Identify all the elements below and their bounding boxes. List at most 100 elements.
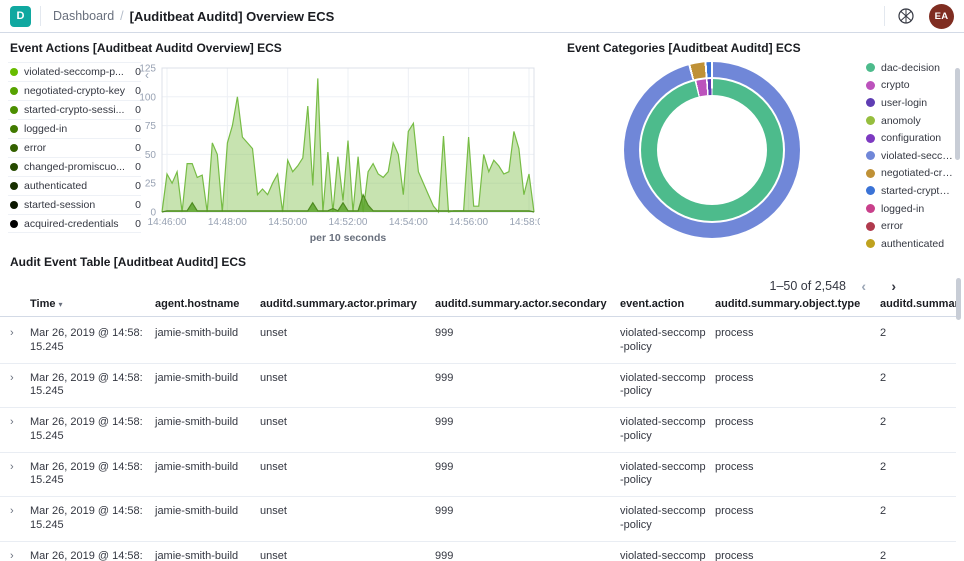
legend-dot: [10, 182, 18, 190]
column-header-auditd-summary-object-type[interactable]: auditd.summary.object.type: [715, 298, 861, 310]
column-header-auditd-summary[interactable]: auditd.summary: [880, 298, 956, 310]
legend-value: 0: [135, 104, 141, 116]
cell-Time: Mar 26, 2019 @ 14:58:15.245: [30, 505, 143, 531]
row-expand-icon[interactable]: ›: [10, 416, 14, 428]
cell-auditd-summary-object-type: process: [715, 371, 754, 384]
column-header-agent-hostname[interactable]: agent.hostname: [155, 298, 240, 310]
svg-text:100: 100: [139, 92, 156, 103]
legend-label: negotiated-crypto...: [881, 167, 954, 180]
category-legend-item-dac-decision[interactable]: dac-decision: [866, 59, 954, 77]
legend-label: crypto: [881, 79, 910, 92]
user-avatar[interactable]: EA: [929, 3, 954, 29]
legend-item-authenticated[interactable]: authenticated 0: [8, 176, 141, 195]
event-actions-area-chart[interactable]: 0 25 50 75 100 125 14:46:00 14:48:00 14:50:00 14:…: [128, 60, 549, 246]
category-legend-item-logged-in[interactable]: logged-in: [866, 200, 954, 218]
cell-auditd-summary-object-type: process: [715, 416, 754, 428]
svg-text:14:50:00: 14:50:00: [268, 217, 307, 228]
category-legend-item-anomoly[interactable]: anomoly: [866, 112, 954, 130]
category-legend-item-authenticated[interactable]: authenticated: [866, 235, 954, 253]
column-header-auditd-summary-actor-secondary[interactable]: auditd.summary.actor.secondary: [435, 298, 607, 310]
row-expand-icon[interactable]: ›: [10, 505, 14, 517]
legend-dot: [866, 133, 875, 143]
column-header-Time[interactable]: Time ▾: [30, 298, 63, 310]
legend-value: 0: [135, 180, 141, 192]
table-row: › Mar 26, 2019 @ 14:58:15.245 jamie-smith-…: [0, 408, 956, 453]
category-legend-item-crypto[interactable]: crypto: [866, 77, 954, 95]
legend-item-started-crypto-sessi[interactable]: started-crypto-sessi... 0: [8, 100, 141, 119]
cell-auditd-summary-actor-primary: unset: [260, 371, 287, 384]
cell-auditd-summary-object-type: process: [715, 549, 754, 561]
legend-value: 0: [135, 217, 141, 230]
cell-event-action: violated-seccomp-policy: [620, 460, 706, 487]
cell-auditd-summary-actor-secondary: 999: [435, 371, 454, 384]
row-expand-icon[interactable]: ›: [10, 460, 14, 473]
table-row: › Mar 26, 2019 @ 14:58:15.245 jamie-smith-…: [0, 542, 956, 561]
svg-text:14:56:00: 14:56:00: [449, 217, 488, 228]
cell-auditd-summary-actor-primary: unset: [260, 505, 287, 517]
category-legend-item-configuration[interactable]: configuration: [866, 129, 954, 147]
cell-auditd-summary-actor-secondary: 999: [435, 416, 454, 428]
svg-text:14:52:00: 14:52:00: [329, 217, 368, 228]
cell-auditd-summary-actor-secondary: 999: [435, 460, 454, 473]
cell-event-action: violated-seccomp-policy: [620, 327, 706, 353]
legend-label: logged-in: [881, 202, 925, 215]
legend-dot: [866, 80, 875, 90]
table-row: › Mar 26, 2019 @ 14:58:15.245 jamie-smith-…: [0, 497, 956, 542]
svg-text:per 10 seconds: per 10 seconds: [310, 232, 387, 244]
legend-label: changed-promiscuo...: [24, 161, 125, 173]
legend-value: 0: [135, 161, 141, 173]
column-header-event-action[interactable]: event.action: [620, 298, 685, 310]
table-scrollbar[interactable]: [956, 278, 961, 320]
cell-auditd-summary: 2: [880, 416, 887, 428]
table-row: › Mar 26, 2019 @ 14:58:15.245 jamie-smith-…: [0, 319, 956, 364]
area-chart-svg: 0 25 50 75 100 125 14:46:00 14:48:00 14:50:00 14:…: [139, 64, 549, 245]
legend-dot: [10, 144, 18, 152]
pagination-next-button[interactable]: ›: [891, 278, 896, 294]
svg-text:14:58:00: 14:58:00: [510, 217, 540, 228]
legend-dot: [866, 151, 875, 161]
cell-auditd-summary-actor-primary: unset: [260, 416, 287, 428]
svg-text:125: 125: [139, 64, 156, 75]
category-legend-item-violated-seccomp[interactable]: violated-seccomp...: [866, 147, 954, 165]
event-categories-donut-chart[interactable]: [624, 62, 800, 238]
legend-dot: [866, 168, 875, 178]
cell-auditd-summary-actor-primary: unset: [260, 460, 287, 473]
legend-value: 0: [135, 85, 141, 97]
legend-collapse-icon[interactable]: ‹: [145, 68, 149, 82]
category-legend-item-started-crypto-se[interactable]: started-crypto-se...: [866, 182, 954, 200]
row-expand-icon[interactable]: ›: [10, 327, 14, 339]
legend-label: error: [881, 220, 904, 233]
legend-value: 0: [135, 66, 141, 78]
breadcrumb-dashboard[interactable]: Dashboard: [53, 9, 115, 23]
legend-item-violated-seccomp-p[interactable]: violated-seccomp-p... 0: [8, 62, 141, 81]
pagination-prev-button[interactable]: ‹: [861, 278, 866, 294]
column-header-auditd-summary-actor-primary[interactable]: auditd.summary.actor.primary: [260, 298, 417, 310]
globe-icon[interactable]: [897, 7, 915, 25]
table-row: › Mar 26, 2019 @ 14:58:15.245 jamie-smith-…: [0, 364, 956, 408]
legend-item-changed-promiscuo[interactable]: changed-promiscuo... 0: [8, 157, 141, 176]
svg-text:25: 25: [145, 179, 157, 190]
legend-scrollbar[interactable]: [955, 68, 960, 160]
table-header-row: Time ▾ agent.hostname auditd.summary.actor.…: [0, 298, 956, 317]
legend-label: violated-seccomp-p...: [24, 66, 124, 78]
legend-item-started-session[interactable]: started-session 0: [8, 195, 141, 214]
cell-auditd-summary-object-type: process: [715, 327, 754, 339]
svg-text:0: 0: [150, 208, 156, 219]
kibana-logo[interactable]: D: [10, 5, 31, 27]
row-expand-icon[interactable]: ›: [10, 371, 14, 384]
legend-dot: [10, 68, 18, 76]
legend-item-negotiated-crypto-key[interactable]: negotiated-crypto-key 0: [8, 81, 141, 100]
legend-item-acquired-credentials[interactable]: acquired-credentials 0: [8, 214, 141, 233]
svg-text:14:54:00: 14:54:00: [389, 217, 428, 228]
category-legend-item-error[interactable]: error: [866, 217, 954, 235]
legend-item-error[interactable]: error 0: [8, 138, 141, 157]
legend-dot: [10, 201, 18, 209]
category-legend-item-user-login[interactable]: user-login: [866, 94, 954, 112]
event-categories-panel-title: Event Categories [Auditbeat Auditd] ECS: [567, 41, 801, 55]
legend-item-logged-in[interactable]: logged-in 0: [8, 119, 141, 138]
category-legend-item-negotiated-crypto[interactable]: negotiated-crypto...: [866, 165, 954, 183]
legend-label: acquired-credentials: [24, 217, 119, 230]
cell-agent-hostname: jamie-smith-build: [155, 549, 239, 561]
legend-label: user-login: [881, 96, 928, 109]
row-expand-icon[interactable]: ›: [10, 549, 14, 561]
